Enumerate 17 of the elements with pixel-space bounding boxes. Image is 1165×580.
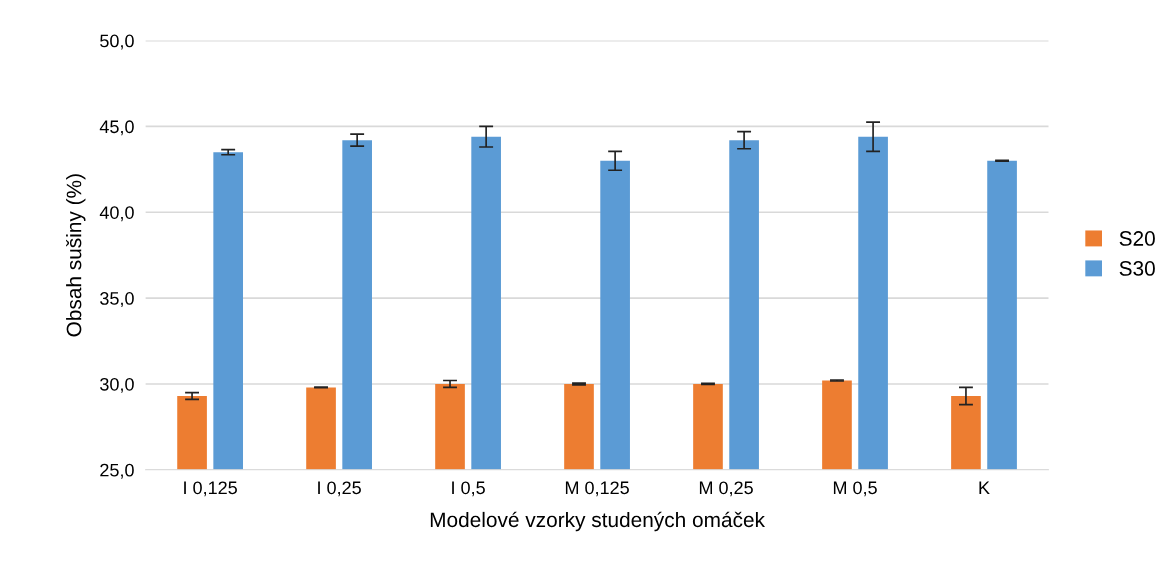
y-tick-label: 35,0 <box>100 292 134 307</box>
y-tick-label: 40,0 <box>99 206 134 222</box>
x-tick-label: I 0,5 <box>452 481 485 497</box>
legend-label: S20 <box>1119 231 1155 246</box>
x-tick-label: K <box>979 481 990 494</box>
y-tick-label: 45,0 <box>99 120 134 136</box>
x-tick-label: M 0,125 <box>565 481 629 497</box>
legend-label: S30 <box>1119 261 1155 276</box>
x-tick-label: M 0,5 <box>833 481 877 497</box>
x-tick-label: M 0,25 <box>699 481 753 497</box>
y-tick-label: 30,0 <box>100 377 134 393</box>
y-tick-label: 50,0 <box>100 34 134 50</box>
y-axis-title: Obsah sušiny (%) <box>66 174 86 337</box>
x-tick-label: I 0,125 <box>184 481 237 497</box>
y-tick-label: 25,0 <box>100 463 134 479</box>
x-axis-title: Modelové vzorky studených omáček <box>430 511 765 532</box>
x-tick-label: I 0,25 <box>318 481 361 497</box>
